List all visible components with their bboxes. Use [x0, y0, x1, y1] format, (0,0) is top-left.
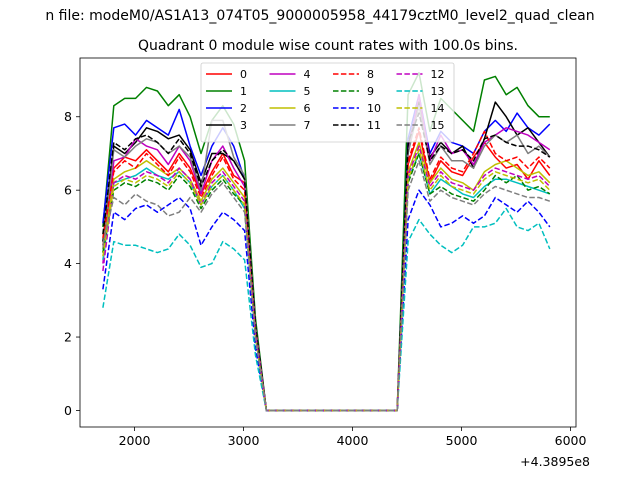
legend-box: [200, 62, 455, 143]
series-6-line: [102, 141, 551, 412]
y-tick-label: 8: [64, 109, 72, 124]
y-axis: 0 2 4 6 8: [64, 109, 80, 418]
series-5-line: [102, 152, 551, 412]
suptitle: n file: modeM0/AS1A13_074T05_9000005958_…: [45, 8, 594, 24]
y-tick-label: 4: [64, 256, 72, 271]
legend-label: 15: [431, 119, 445, 132]
series-12-line: [102, 145, 551, 412]
legend-label: 12: [431, 68, 445, 81]
series-layer: [102, 71, 551, 412]
legend-label: 3: [240, 119, 247, 132]
legend-label: 6: [304, 102, 311, 115]
legend-label: 4: [304, 68, 311, 81]
y-tick-label: 6: [64, 183, 72, 198]
legend-label: 11: [367, 119, 381, 132]
legend-label: 9: [367, 85, 374, 98]
series-9-line: [102, 152, 551, 412]
x-offset-label: +4.3895e8: [520, 454, 590, 469]
x-tick-label: 3000: [228, 433, 260, 448]
x-axis: 2000 3000 4000 5000 6000: [119, 427, 587, 448]
y-tick-label: 0: [64, 403, 72, 418]
x-tick-label: 5000: [446, 433, 478, 448]
legend-label: 0: [240, 68, 247, 81]
x-tick-label: 6000: [555, 433, 587, 448]
series-11-line: [102, 112, 551, 412]
series-15-line: [102, 160, 551, 412]
legend-label: 1: [240, 85, 247, 98]
series-10-line: [102, 189, 551, 412]
legend-label: 5: [304, 85, 311, 98]
series-7-line: [102, 104, 551, 412]
legend-label: 7: [304, 119, 311, 132]
chart-title: Quadrant 0 module wise count rates with …: [138, 38, 518, 54]
legend-label: 14: [431, 102, 445, 115]
legend-label: 8: [367, 68, 374, 81]
legend-label: 10: [367, 102, 381, 115]
legend-label: 2: [240, 102, 247, 115]
x-tick-label: 4000: [337, 433, 369, 448]
plot-area: [79, 57, 577, 428]
y-tick-label: 2: [64, 330, 72, 345]
x-tick-label: 2000: [119, 433, 151, 448]
series-13-line: [102, 207, 551, 412]
axes-frame: [79, 57, 577, 428]
legend-label: 13: [431, 85, 445, 98]
